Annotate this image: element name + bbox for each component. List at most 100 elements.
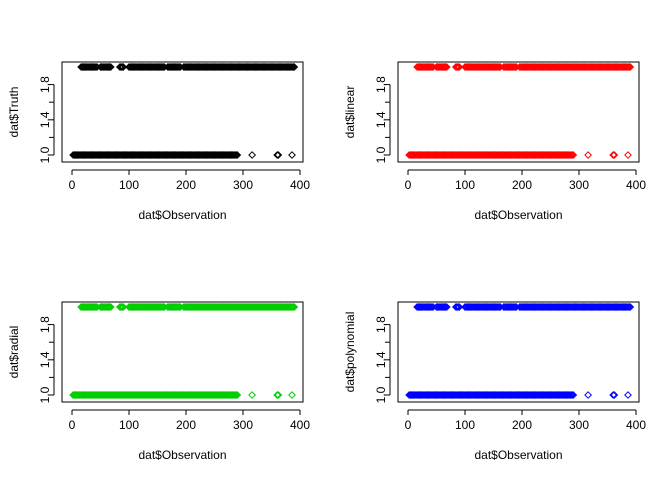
chart-panel-1: 0 100 200 300 400 1.0 1.4 1.8 dat$Observation dat… — [7, 61, 310, 222]
data-point — [103, 303, 112, 311]
data-point — [426, 63, 435, 71]
data-point — [158, 63, 166, 71]
data-point — [157, 303, 165, 311]
data-point — [89, 303, 98, 311]
data-point — [441, 63, 450, 71]
data-point — [290, 303, 299, 311]
data-point — [625, 303, 634, 311]
data-point — [510, 303, 518, 311]
data-point — [231, 151, 239, 159]
y-tick-label: 1.0 — [374, 386, 388, 403]
data-point — [439, 63, 448, 71]
plot-frame — [397, 61, 640, 163]
data-point — [609, 391, 618, 399]
data-point — [624, 151, 632, 159]
data-point — [609, 151, 618, 159]
data-point — [494, 63, 502, 71]
data-point — [289, 63, 298, 71]
data-point — [584, 391, 593, 399]
data-point — [508, 63, 517, 71]
data-point — [158, 303, 166, 311]
y-tick-label: 1.4 — [38, 351, 52, 368]
x-tick-label: 400 — [626, 178, 646, 192]
x-axis-title: dat$Observation — [474, 208, 562, 222]
x-tick-label: 300 — [569, 178, 589, 192]
data-point — [442, 63, 451, 71]
x-axis-title: dat$Observation — [138, 448, 226, 462]
data-point — [508, 303, 517, 311]
x-tick-label: 200 — [512, 178, 532, 192]
data-point — [286, 303, 295, 311]
data-point — [248, 391, 257, 399]
data-point — [454, 63, 463, 71]
data-point — [274, 151, 283, 159]
y-tick-label: 1.0 — [38, 146, 52, 163]
data-point — [115, 303, 124, 311]
data-point — [568, 391, 577, 399]
data-point — [231, 391, 239, 399]
plot-frame — [397, 301, 640, 403]
data-point — [119, 63, 128, 71]
data-point — [454, 303, 463, 311]
data-point — [157, 63, 165, 71]
data-point — [567, 151, 575, 159]
data-point — [493, 63, 501, 71]
data-point — [273, 391, 282, 399]
x-tick-label: 0 — [69, 418, 76, 432]
data-point — [105, 63, 114, 71]
data-point — [441, 303, 450, 311]
data-point — [117, 303, 125, 311]
data-point — [106, 63, 115, 71]
data-point — [439, 303, 448, 311]
x-tick-label: 0 — [405, 178, 412, 192]
x-axis-title: dat$Observation — [138, 208, 226, 222]
x-tick-label: 300 — [569, 418, 589, 432]
data-point — [115, 63, 124, 71]
data-point — [624, 63, 632, 71]
x-tick-label: 100 — [455, 178, 475, 192]
data-point — [626, 63, 635, 71]
data-point — [118, 63, 127, 71]
data-point — [451, 303, 460, 311]
data-point — [510, 63, 518, 71]
data-point — [451, 63, 460, 71]
data-point — [233, 391, 242, 399]
y-tick-label: 1.8 — [374, 76, 388, 93]
x-tick-label: 100 — [119, 178, 139, 192]
data-point — [117, 63, 125, 71]
data-point — [89, 63, 98, 71]
data-point — [229, 391, 238, 399]
y-tick-label: 1.4 — [374, 111, 388, 128]
data-point — [622, 63, 631, 71]
data-point — [119, 303, 128, 311]
data-point — [626, 303, 635, 311]
data-point — [625, 63, 634, 71]
data-point — [229, 151, 238, 159]
data-point — [103, 63, 112, 71]
data-point — [286, 63, 295, 71]
data-point — [425, 63, 434, 71]
data-point — [104, 303, 113, 311]
x-tick-label: 300 — [233, 178, 253, 192]
data-point — [274, 391, 283, 399]
data-point — [290, 63, 299, 71]
plot-frame — [61, 301, 304, 403]
data-point — [567, 391, 575, 399]
chart-panel-2: 0 100 200 300 400 1.0 1.4 1.8 dat$Observation dat… — [343, 61, 646, 222]
data-point — [584, 151, 593, 159]
x-axis-title: dat$Observation — [474, 448, 562, 462]
data-point — [288, 63, 296, 71]
y-axis-title: dat$Truth — [7, 87, 21, 138]
data-point — [568, 151, 577, 159]
data-point — [232, 391, 241, 399]
data-point — [118, 303, 127, 311]
data-point — [288, 303, 296, 311]
y-tick-label: 1.4 — [374, 351, 388, 368]
data-point — [453, 303, 461, 311]
y-axis-title: dat$polynomial — [343, 312, 357, 393]
data-point — [425, 303, 434, 311]
y-axis-title: dat$radial — [7, 326, 21, 379]
data-point — [174, 303, 182, 311]
data-point — [106, 303, 115, 311]
data-point — [624, 303, 632, 311]
